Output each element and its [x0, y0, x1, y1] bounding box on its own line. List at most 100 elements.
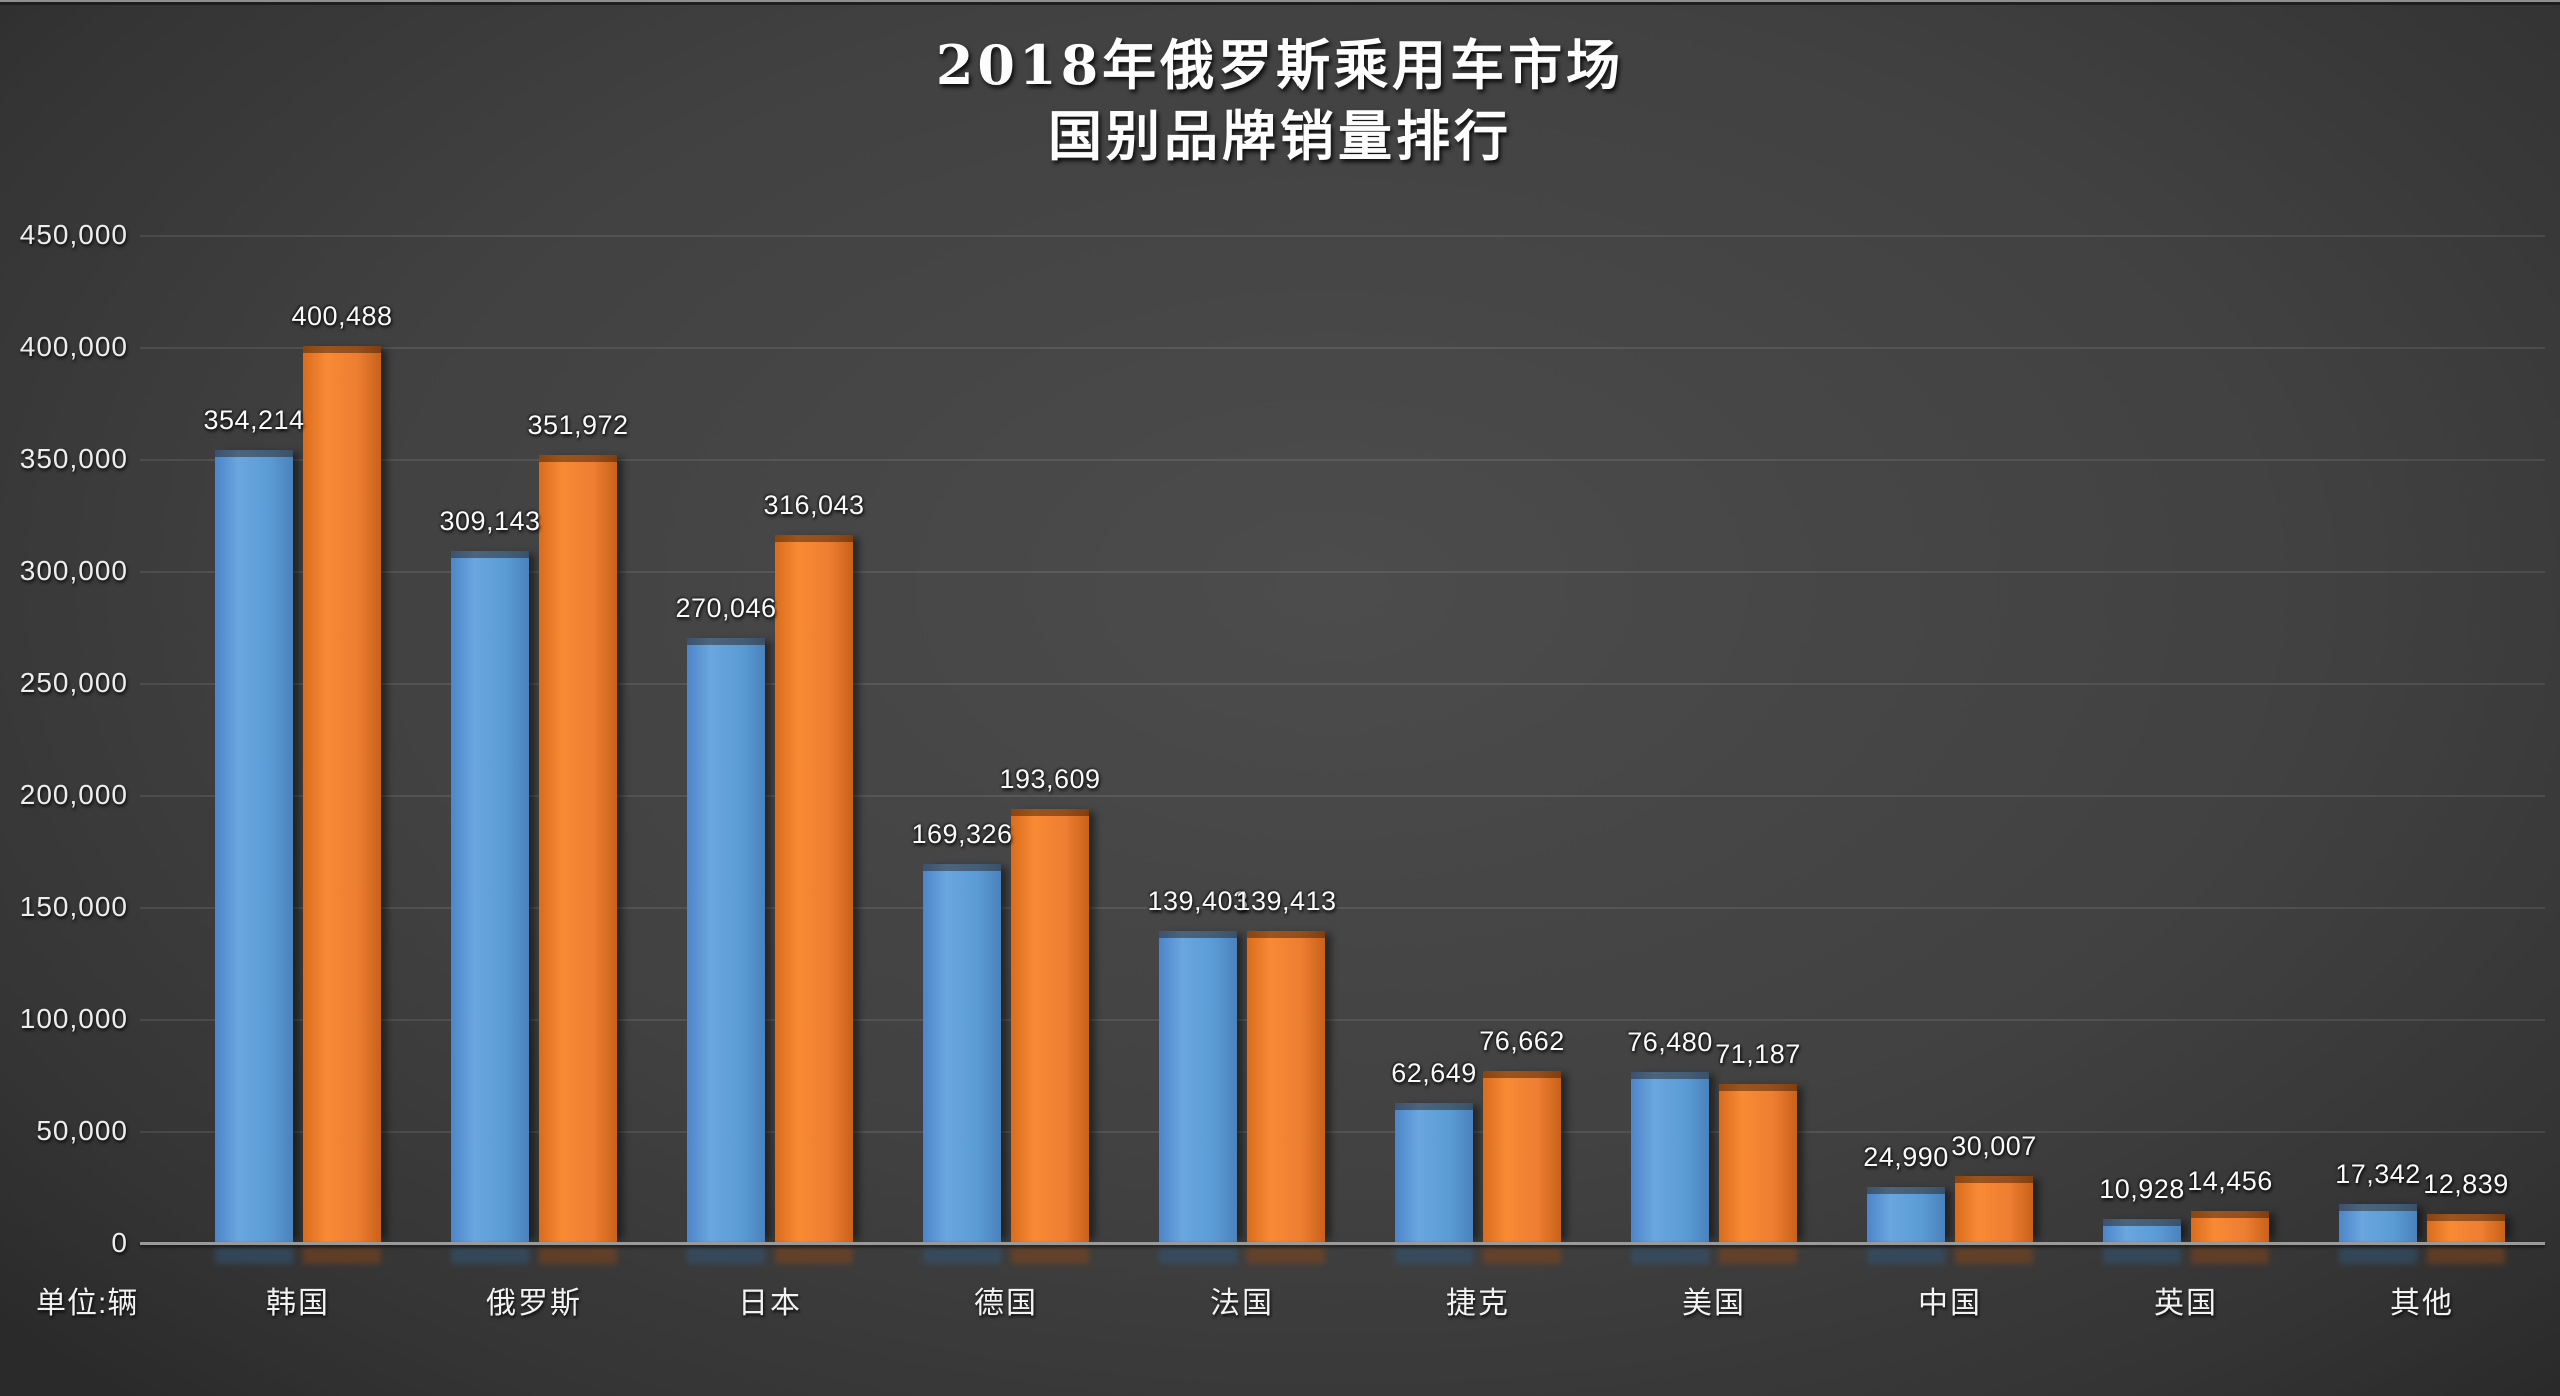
- unit-label: 单位:辆: [36, 1287, 139, 1320]
- value-label: 14,456: [2187, 1166, 2273, 1196]
- bar-series-orange: [2427, 1214, 2505, 1243]
- value-label: 12,839: [2423, 1169, 2509, 1199]
- y-tick-label: 150,000: [19, 891, 128, 922]
- grid-line: [140, 907, 2545, 909]
- category-group: 354,214 400,488: [180, 235, 416, 1264]
- bar-series-blue: [215, 450, 293, 1243]
- y-tick-label: 450,000: [19, 219, 128, 250]
- bar-series-orange: [1719, 1084, 1797, 1243]
- bar-reflection: [1867, 1247, 1945, 1264]
- bar-reflection: [1395, 1247, 1473, 1264]
- y-tick-label: 350,000: [19, 443, 128, 474]
- bar-reflection: [451, 1247, 529, 1264]
- grid-line: [140, 235, 2545, 237]
- category-label: 法国: [1210, 1287, 1274, 1320]
- bar-reflection: [2191, 1247, 2269, 1264]
- category-label: 日本: [738, 1287, 802, 1320]
- value-label: 30,007: [1951, 1131, 2037, 1161]
- chart-title-line1: 2018年俄罗斯乘用车市场: [935, 33, 1625, 97]
- y-tick-label: 250,000: [19, 667, 128, 698]
- bar-reflection: [2339, 1247, 2417, 1264]
- bar-series-blue: [1159, 931, 1237, 1243]
- category-group: 270,046 316,043: [652, 235, 888, 1264]
- bar-series-orange: [1011, 809, 1089, 1243]
- value-label: 71,187: [1715, 1039, 1801, 1069]
- y-tick-label: 300,000: [19, 555, 128, 586]
- bar-reflection: [923, 1247, 1001, 1264]
- grid-line: [140, 347, 2545, 349]
- category-label: 捷克: [1446, 1287, 1510, 1320]
- grid-line: [140, 1019, 2545, 1021]
- value-label: 76,480: [1627, 1027, 1713, 1057]
- bar-series-orange: [1247, 931, 1325, 1243]
- category-group: 309,143 351,972: [416, 235, 652, 1264]
- bar-reflection: [1159, 1247, 1237, 1264]
- y-tick-label: 0: [111, 1227, 128, 1258]
- bar-reflection: [2103, 1247, 2181, 1264]
- category-label: 英国: [2154, 1287, 2218, 1320]
- category-group: 24,990 30,007: [1832, 235, 2068, 1264]
- value-label: 139,403: [1147, 886, 1249, 916]
- bar-reflection: [539, 1247, 617, 1264]
- category-group: 139,403 139,413: [1124, 235, 1360, 1264]
- bar-series-blue: [1631, 1072, 1709, 1243]
- grid-line: [140, 1131, 2545, 1133]
- chart-title: 2018年俄罗斯乘用车市场 国别品牌销量排行: [0, 30, 2560, 172]
- bar-series-orange: [775, 535, 853, 1243]
- value-label: 270,046: [675, 593, 777, 623]
- value-label: 316,043: [763, 490, 865, 520]
- bar-series-blue: [2339, 1204, 2417, 1243]
- category-label: 其他: [2390, 1287, 2454, 1320]
- value-label: 24,990: [1863, 1142, 1949, 1172]
- grid-line: [140, 683, 2545, 685]
- y-tick-label: 400,000: [19, 331, 128, 362]
- category-group: 10,928 14,456: [2068, 235, 2304, 1264]
- y-tick-label: 100,000: [19, 1003, 128, 1034]
- value-label: 169,326: [911, 819, 1013, 849]
- category-group: 62,649 76,662: [1360, 235, 1596, 1264]
- bar-reflection: [1483, 1247, 1561, 1264]
- grid-line: [140, 459, 2545, 461]
- category-group: 76,480 71,187: [1596, 235, 1832, 1264]
- y-tick-label: 50,000: [36, 1115, 128, 1146]
- grid-line: [140, 571, 2545, 573]
- y-tick-label: 200,000: [19, 779, 128, 810]
- x-axis-category-labels: 韩国 俄罗斯 日本 德国 法国 捷克 美国 中国 英国 其他: [180, 1278, 2540, 1328]
- bar-reflection: [303, 1247, 381, 1264]
- x-axis-baseline: [140, 1242, 2545, 1245]
- bar-reflection: [215, 1247, 293, 1264]
- bar-series-orange: [1955, 1176, 2033, 1243]
- chart-title-line2: 国别品牌销量排行: [1048, 104, 1512, 168]
- bar-reflection: [1955, 1247, 2033, 1264]
- bar-series-orange: [2191, 1211, 2269, 1243]
- bar-series-orange: [539, 455, 617, 1243]
- category-label: 德国: [974, 1287, 1038, 1320]
- bar-reflection: [1719, 1247, 1797, 1264]
- bar-series-blue: [451, 551, 529, 1243]
- bar-series-orange: [303, 346, 381, 1243]
- value-label: 76,662: [1479, 1026, 1565, 1056]
- bar-series-blue: [1395, 1103, 1473, 1243]
- bar-series-orange: [1483, 1071, 1561, 1243]
- bar-series-blue: [1867, 1187, 1945, 1243]
- category-label: 美国: [1682, 1287, 1746, 1320]
- bar-reflection: [2427, 1247, 2505, 1264]
- bar-reflection: [1631, 1247, 1709, 1264]
- value-label: 62,649: [1391, 1058, 1477, 1088]
- bar-series-blue: [687, 638, 765, 1243]
- category-label: 俄罗斯: [486, 1287, 582, 1320]
- bar-reflection: [687, 1247, 765, 1264]
- value-label: 17,342: [2335, 1159, 2421, 1189]
- value-label: 400,488: [291, 301, 393, 331]
- window-top-strip: [0, 0, 2560, 5]
- value-label: 10,928: [2099, 1174, 2185, 1204]
- value-label: 193,609: [999, 764, 1101, 794]
- category-group: 17,342 12,839: [2304, 235, 2540, 1264]
- value-label: 309,143: [439, 506, 541, 536]
- bars-layer: 354,214 400,488 309,143 351,972 270,046 316,0…: [180, 235, 2540, 1264]
- category-label: 中国: [1918, 1287, 1982, 1320]
- value-label: 139,413: [1235, 886, 1337, 916]
- grid-line: [140, 795, 2545, 797]
- category-label: 韩国: [266, 1287, 330, 1320]
- bar-reflection: [1011, 1247, 1089, 1264]
